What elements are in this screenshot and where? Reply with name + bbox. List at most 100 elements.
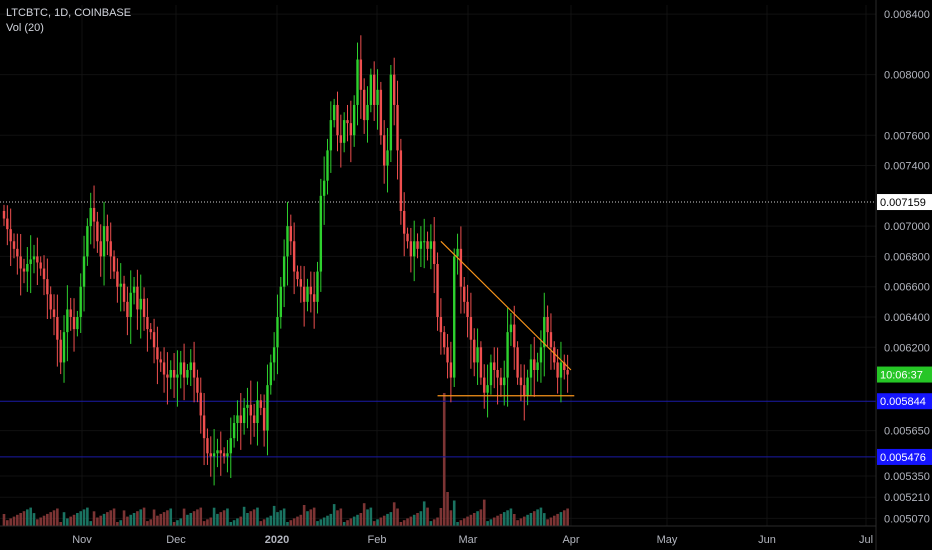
price-tag — [877, 393, 932, 410]
candle-body — [16, 248, 19, 257]
price-tick-label: 0.008400 — [884, 9, 930, 21]
volume-bar — [99, 515, 103, 526]
candle-body — [282, 256, 286, 287]
candle-body — [189, 362, 192, 371]
candle-body — [446, 347, 449, 363]
volume-bar — [309, 509, 313, 526]
candle-body — [463, 286, 466, 302]
volume-bar — [186, 514, 189, 526]
symbol-title[interactable]: LTCBTC, 1D, COINBASE — [6, 7, 132, 19]
volume-bar — [372, 521, 376, 526]
candle-body — [106, 226, 109, 242]
price-axis[interactable]: 0.008400 0.008000 0.007600 0.007400 0.007000… — [884, 9, 930, 525]
price-tags: 0.007159 10:06:37 0.005844 0.005476 — [877, 194, 932, 465]
volume-bar — [542, 513, 546, 526]
volume-bar — [316, 521, 319, 526]
volume-bar — [219, 512, 223, 526]
candle-body — [332, 104, 336, 121]
price-tick-label: 0.006600 — [884, 282, 930, 294]
time-tick-label: Nov — [72, 534, 92, 546]
volume-bar — [72, 514, 76, 526]
volume-bar — [382, 515, 386, 526]
candle-body — [249, 404, 252, 416]
candle-body — [319, 195, 323, 272]
candle-body — [72, 316, 76, 330]
candle-body — [252, 415, 256, 424]
volume-bar — [492, 517, 496, 526]
candle-body — [456, 248, 459, 257]
volume-bar — [122, 510, 126, 526]
volume-bar — [356, 514, 359, 526]
volume-bar — [2, 514, 6, 526]
price-tick-label: 0.005210 — [884, 492, 930, 504]
volume-bar — [272, 505, 276, 526]
volume-bar — [556, 513, 559, 526]
candle-body — [162, 362, 166, 375]
volume-bar — [489, 519, 493, 526]
time-tick-label: Dec — [166, 534, 186, 546]
candle-body — [12, 241, 16, 249]
volume-bar — [229, 522, 233, 526]
volume-bar — [406, 518, 409, 526]
candle-body — [429, 241, 433, 249]
candle-body — [546, 316, 549, 333]
time-tick-label: Mar — [459, 534, 478, 546]
candle-body — [386, 150, 389, 166]
candle-body — [119, 283, 122, 287]
price-tick-label: 0.006800 — [884, 251, 930, 263]
volume-bar — [389, 512, 393, 526]
volume-bar — [456, 522, 459, 526]
candles — [2, 35, 569, 486]
volume-bar — [519, 518, 523, 526]
volume-bar — [89, 521, 93, 526]
candle-body — [299, 279, 303, 287]
candle-body — [32, 256, 36, 260]
volume-bar — [42, 515, 46, 526]
volume-bar — [92, 511, 96, 526]
candle-body — [443, 332, 446, 348]
volume-bar — [452, 500, 456, 526]
candle-body — [262, 407, 266, 431]
volume-bar — [206, 519, 209, 526]
volume-bar — [506, 510, 509, 526]
candle-body — [259, 400, 262, 408]
volume-bar — [146, 521, 149, 526]
volume-bar — [79, 511, 83, 526]
volume-indicator-label[interactable]: Vol (20) — [6, 22, 44, 34]
candle-body — [56, 316, 59, 340]
volume-bar — [512, 514, 516, 526]
price-tick-label: 0.007000 — [884, 221, 930, 233]
candle-body — [219, 450, 222, 454]
volume-bar — [332, 504, 336, 526]
volume-bar — [59, 522, 62, 526]
candle-body — [159, 359, 162, 363]
candle-body — [169, 370, 172, 378]
candle-body — [379, 89, 383, 136]
volume-bar — [476, 511, 479, 526]
candle-body — [139, 298, 142, 310]
volume-bar — [299, 514, 303, 526]
volume-bar — [36, 519, 39, 526]
price-tick-label: 0.005350 — [884, 471, 930, 483]
candle-body — [322, 180, 326, 196]
candle-body — [506, 332, 509, 378]
volume-bar — [352, 516, 356, 526]
candle-body — [79, 286, 82, 317]
volume-bar — [396, 508, 399, 526]
time-axis[interactable]: Nov Dec 2020 Feb Mar Apr May Jun Jul — [72, 534, 873, 546]
candle-body — [176, 374, 179, 378]
price-tick-label: 0.007400 — [884, 161, 930, 173]
volume-bar — [49, 512, 52, 526]
candle-body — [566, 370, 569, 375]
candle-body — [212, 453, 216, 457]
volume-bar — [292, 518, 296, 526]
candle-body — [523, 385, 526, 396]
candle-body — [39, 262, 42, 269]
candle-body — [149, 329, 152, 333]
volume-bar — [279, 510, 283, 526]
volume-bar — [249, 511, 253, 526]
candle-body — [366, 104, 369, 121]
candle-body — [9, 229, 12, 242]
